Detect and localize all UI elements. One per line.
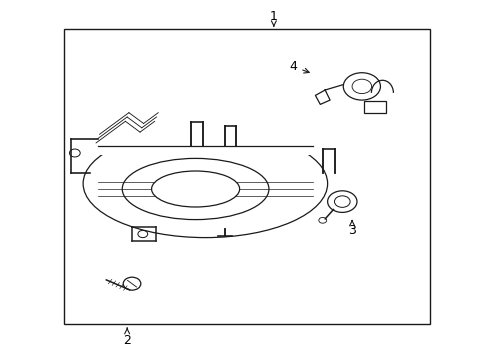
Ellipse shape — [122, 158, 268, 220]
Text: 2: 2 — [123, 328, 131, 347]
Text: 4: 4 — [289, 60, 308, 73]
Text: 1: 1 — [269, 10, 277, 26]
Ellipse shape — [151, 171, 239, 207]
Text: 3: 3 — [347, 221, 355, 237]
Bar — [364, 101, 386, 113]
Bar — [73, 101, 337, 155]
Bar — [63, 29, 429, 324]
Ellipse shape — [83, 130, 327, 238]
